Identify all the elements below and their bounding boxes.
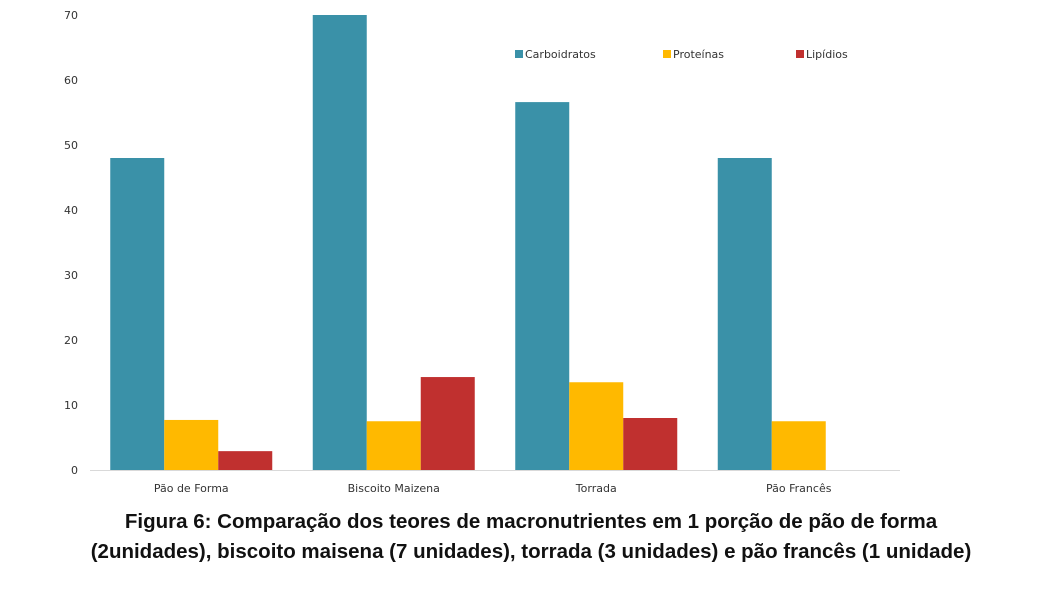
bar-lipídios-1 bbox=[420, 377, 475, 470]
legend: Carboidratos Proteínas Lipídios bbox=[515, 48, 848, 61]
legend-swatch-carboidratos bbox=[515, 50, 523, 58]
figure-caption: Figura 6: Comparação dos teores de macro… bbox=[0, 507, 1062, 567]
legend-label: Lipídios bbox=[806, 48, 848, 61]
legend-label: Proteínas bbox=[673, 48, 724, 61]
bar-carboidratos-1 bbox=[312, 15, 367, 470]
legend-swatch-lipídios bbox=[796, 50, 804, 58]
category-labels: Pão de Forma Biscoito Maizena Torrada Pão F… bbox=[154, 482, 832, 495]
legend-swatch-proteínas bbox=[663, 50, 671, 58]
y-tick-label: 70 bbox=[64, 9, 78, 22]
y-tick-label: 60 bbox=[64, 74, 78, 87]
category-label: Pão Francês bbox=[766, 482, 832, 495]
y-tick-label: 50 bbox=[64, 139, 78, 152]
bar-proteínas-0 bbox=[164, 419, 219, 470]
bars-group bbox=[110, 15, 826, 470]
y-tick-label: 40 bbox=[64, 204, 78, 217]
bar-lipídios-2 bbox=[623, 418, 678, 470]
y-tick-label: 10 bbox=[64, 399, 78, 412]
category-label: Torrada bbox=[575, 482, 617, 495]
bar-proteínas-1 bbox=[366, 421, 421, 470]
y-tick-label: 20 bbox=[64, 334, 78, 347]
category-label: Pão de Forma bbox=[154, 482, 229, 495]
caption-line-2: (2unidades), biscoito maisena (7 unidade… bbox=[90, 540, 972, 563]
bar-proteínas-2 bbox=[569, 382, 624, 470]
legend-label: Carboidratos bbox=[525, 48, 596, 61]
bar-carboidratos-0 bbox=[110, 158, 165, 470]
bar-carboidratos-3 bbox=[717, 158, 772, 470]
caption-line-1: Figura 6: Comparação dos teores de macro… bbox=[124, 510, 938, 533]
y-axis-ticks: 0 10 20 30 40 50 60 70 bbox=[64, 9, 78, 477]
bar-proteínas-3 bbox=[771, 421, 826, 470]
y-tick-label: 0 bbox=[71, 464, 78, 477]
bar-carboidratos-2 bbox=[515, 102, 570, 470]
category-label: Biscoito Maizena bbox=[348, 482, 440, 495]
y-tick-label: 30 bbox=[64, 269, 78, 282]
bar-lipídios-0 bbox=[218, 451, 273, 470]
bar-chart: 0 10 20 30 40 50 60 70 Pão de Forma Biscoito Mai… bbox=[64, 9, 900, 495]
